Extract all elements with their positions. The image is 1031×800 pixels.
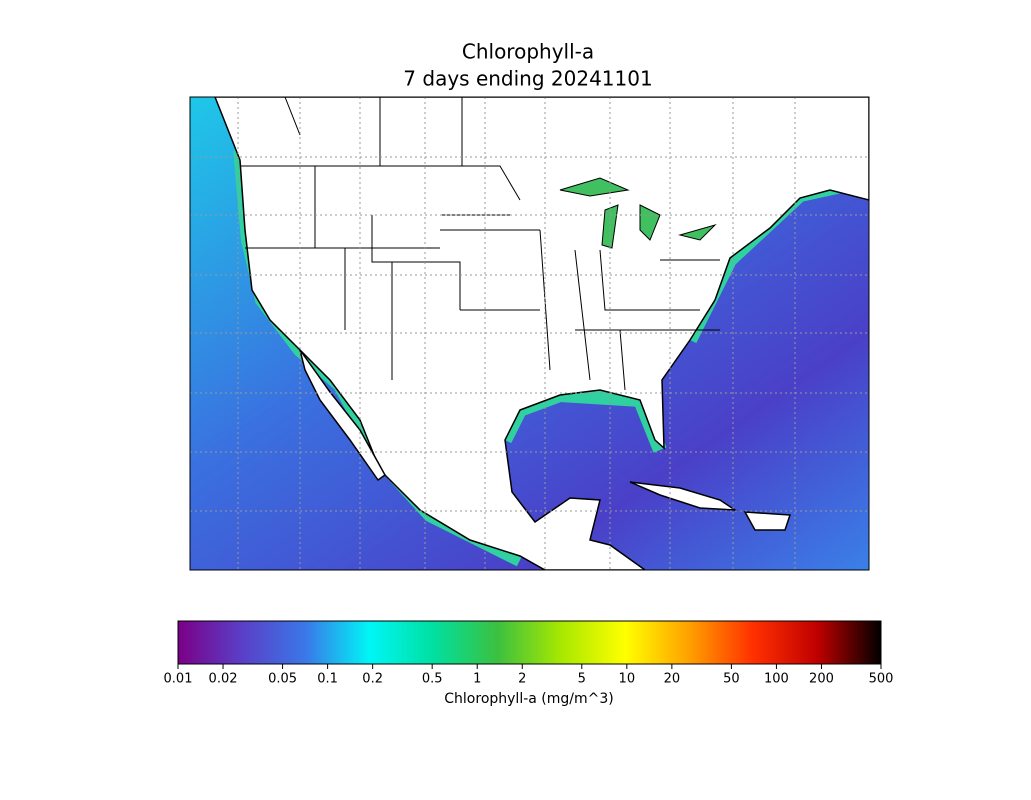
tick-label: 0.01 [164, 672, 193, 687]
colorbar [177, 620, 882, 665]
hispaniola [743, 511, 792, 531]
tick-label: 0.2 [362, 672, 383, 687]
map [190, 97, 869, 570]
tick-label: 200 [809, 672, 834, 687]
tick-label: 20 [664, 672, 681, 687]
graticule [190, 97, 869, 570]
tick-label: 10 [619, 672, 636, 687]
baja [299, 349, 386, 482]
tick-label: 1 [473, 672, 481, 687]
cuba [629, 481, 738, 511]
tick-label: 0.1 [317, 672, 338, 687]
great-lakes [559, 177, 717, 249]
tick-label: 500 [869, 672, 894, 687]
tick-label: 0.05 [268, 672, 297, 687]
tick-label: 0.02 [209, 672, 238, 687]
title-line: Chlorophyll-a [462, 40, 594, 64]
colorbar-ticks: 0.01 0.02 0.05 0.1 0.2 0.5 1 2 5 10 20 50 100 200 500 [164, 664, 894, 687]
tick-label: 2 [518, 672, 526, 687]
title-line: 7 days ending 20241101 [403, 67, 652, 91]
tick-label: 100 [764, 672, 789, 687]
tick-label: 0.5 [422, 672, 443, 687]
tick-label: 5 [578, 672, 586, 687]
map-frame [189, 96, 870, 571]
tick-label: 50 [723, 672, 740, 687]
colorbar-label: Chlorophyll-a (mg/m^3) [444, 691, 613, 707]
